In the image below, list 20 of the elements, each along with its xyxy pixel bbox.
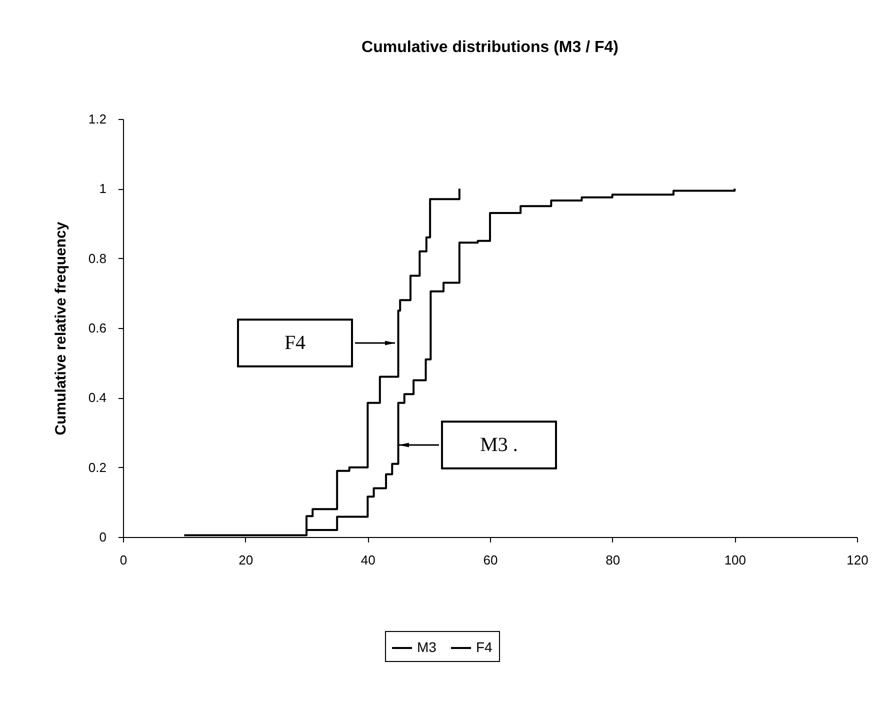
x-tick-label: 40 <box>360 552 376 568</box>
x-tick-label: 60 <box>483 552 498 568</box>
x-tick-label: 20 <box>238 552 254 568</box>
legend-label: F4 <box>476 639 493 655</box>
y-axis-title: Cumulative relative frequency <box>52 221 70 436</box>
annotation: F4 <box>284 332 306 354</box>
legend-label: M3 <box>417 639 437 655</box>
chart-title: Cumulative distributions (M3 / F4) <box>362 39 618 56</box>
y-tick-label: 0.2 <box>88 460 106 475</box>
x-tick-label: 100 <box>724 552 746 568</box>
y-tick-label: 0 <box>99 530 106 544</box>
y-tick-label: 1.2 <box>88 112 106 126</box>
y-tick-label: 0.6 <box>88 320 106 336</box>
y-tick-label: 0.4 <box>88 390 106 406</box>
y-tick-label: 1 <box>99 181 106 196</box>
x-tick-label: 0 <box>120 552 128 568</box>
x-tick-label: 120 <box>846 552 868 568</box>
annotation: M3 . <box>480 434 518 456</box>
x-tick-label: 80 <box>606 552 620 568</box>
y-tick-label: 0.8 <box>88 250 106 266</box>
